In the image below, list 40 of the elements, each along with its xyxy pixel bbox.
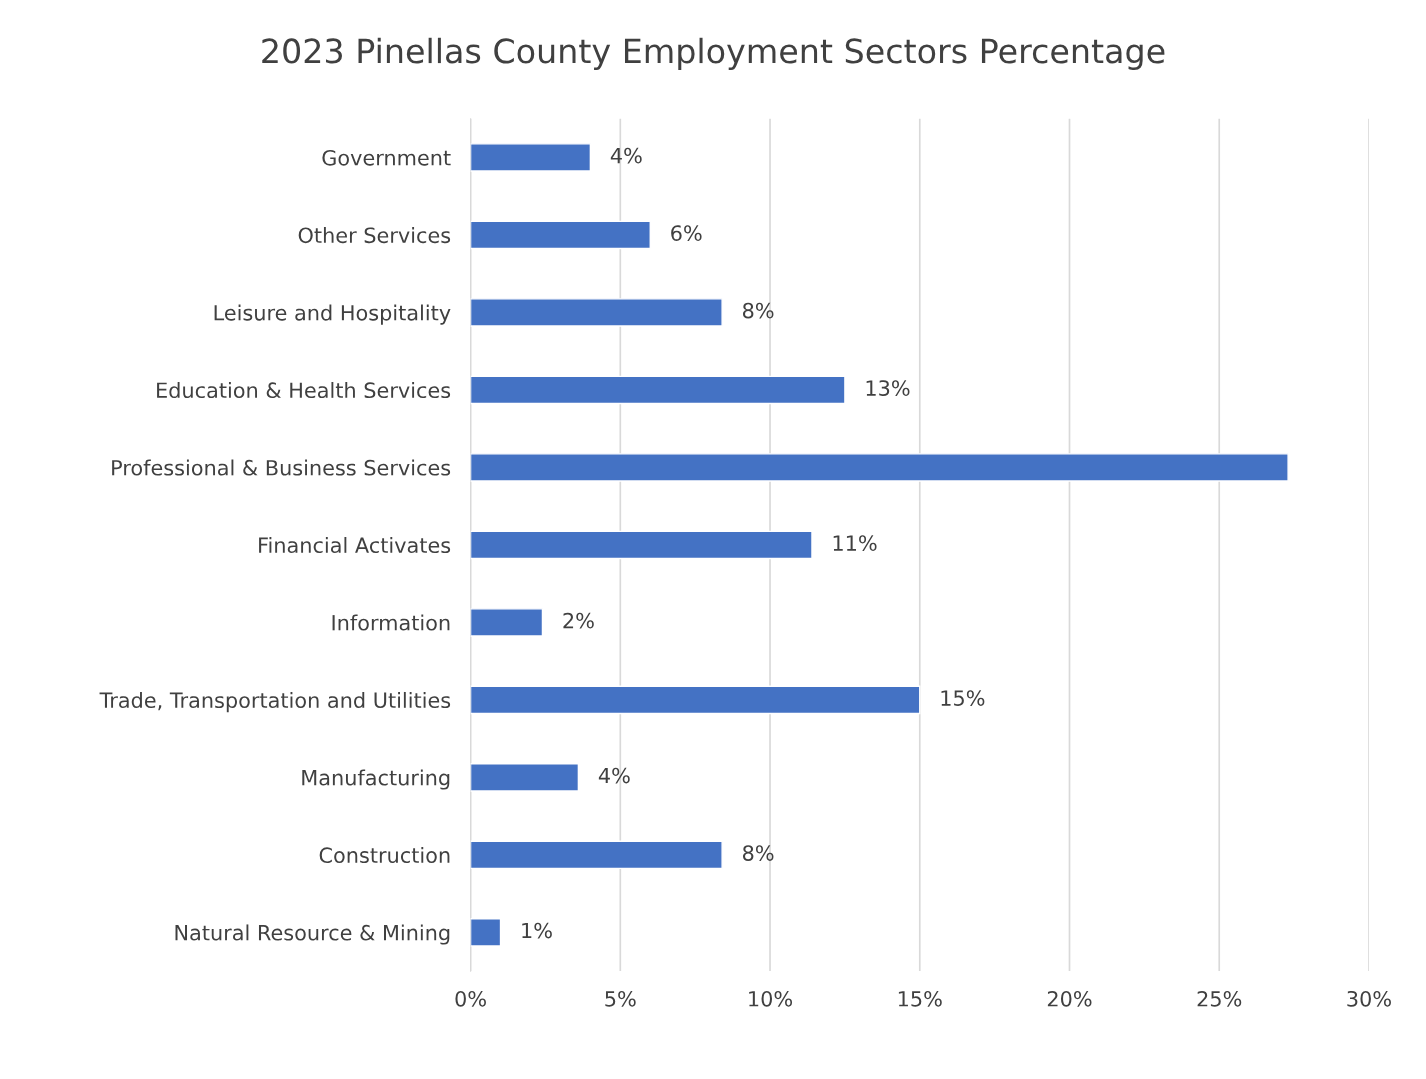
y-tick-label: Construction [319,846,450,864]
y-tick-label: Financial Activates [259,536,451,554]
data-label: 4% [610,147,642,164]
bar [470,298,723,327]
chart-title: 2023 Pinellas County Employment Sectors Percentage [262,37,1165,71]
bar [470,453,1289,482]
y-tick-label: Information [332,614,450,631]
x-tick-label: 5% [605,990,636,1007]
bar [470,375,846,405]
x-tick-label: 15% [898,990,942,1007]
data-label: 8% [742,845,774,861]
x-tick-label: 10% [749,990,793,1007]
data-label: 4% [598,767,630,784]
x-tick-label: 30% [1347,990,1391,1007]
bar [470,530,813,560]
y-tick-label: Natural Resource & Mining [175,924,450,945]
y-tick-label: Trade, Transportation and Utilities [99,691,451,713]
bar [470,220,651,250]
data-label: 2% [563,612,594,629]
bar [470,918,502,947]
y-tick-label: Manufacturing [302,769,450,790]
bar [470,608,544,637]
y-tick-label: Professional & Business Services [112,459,451,476]
y-tick-label: Government [322,149,451,166]
data-label: 13% [866,380,910,396]
bar [470,143,592,172]
data-label: 11% [833,535,877,551]
y-tick-label: Other Services [298,227,451,244]
data-label: 1% [522,922,552,939]
bar [470,685,921,715]
y-tick-label: Leisure and Hospitality [214,304,451,325]
x-tick-label: 25% [1197,990,1242,1007]
x-tick-label: 0% [455,990,486,1007]
data-label: 6% [671,225,702,241]
x-tick-label: 20% [1047,990,1092,1007]
data-label: 15% [941,690,985,706]
bar [470,763,580,792]
data-label: 8% [742,302,774,319]
y-tick-label: Education & Health Services [157,382,451,399]
bar [470,840,723,870]
